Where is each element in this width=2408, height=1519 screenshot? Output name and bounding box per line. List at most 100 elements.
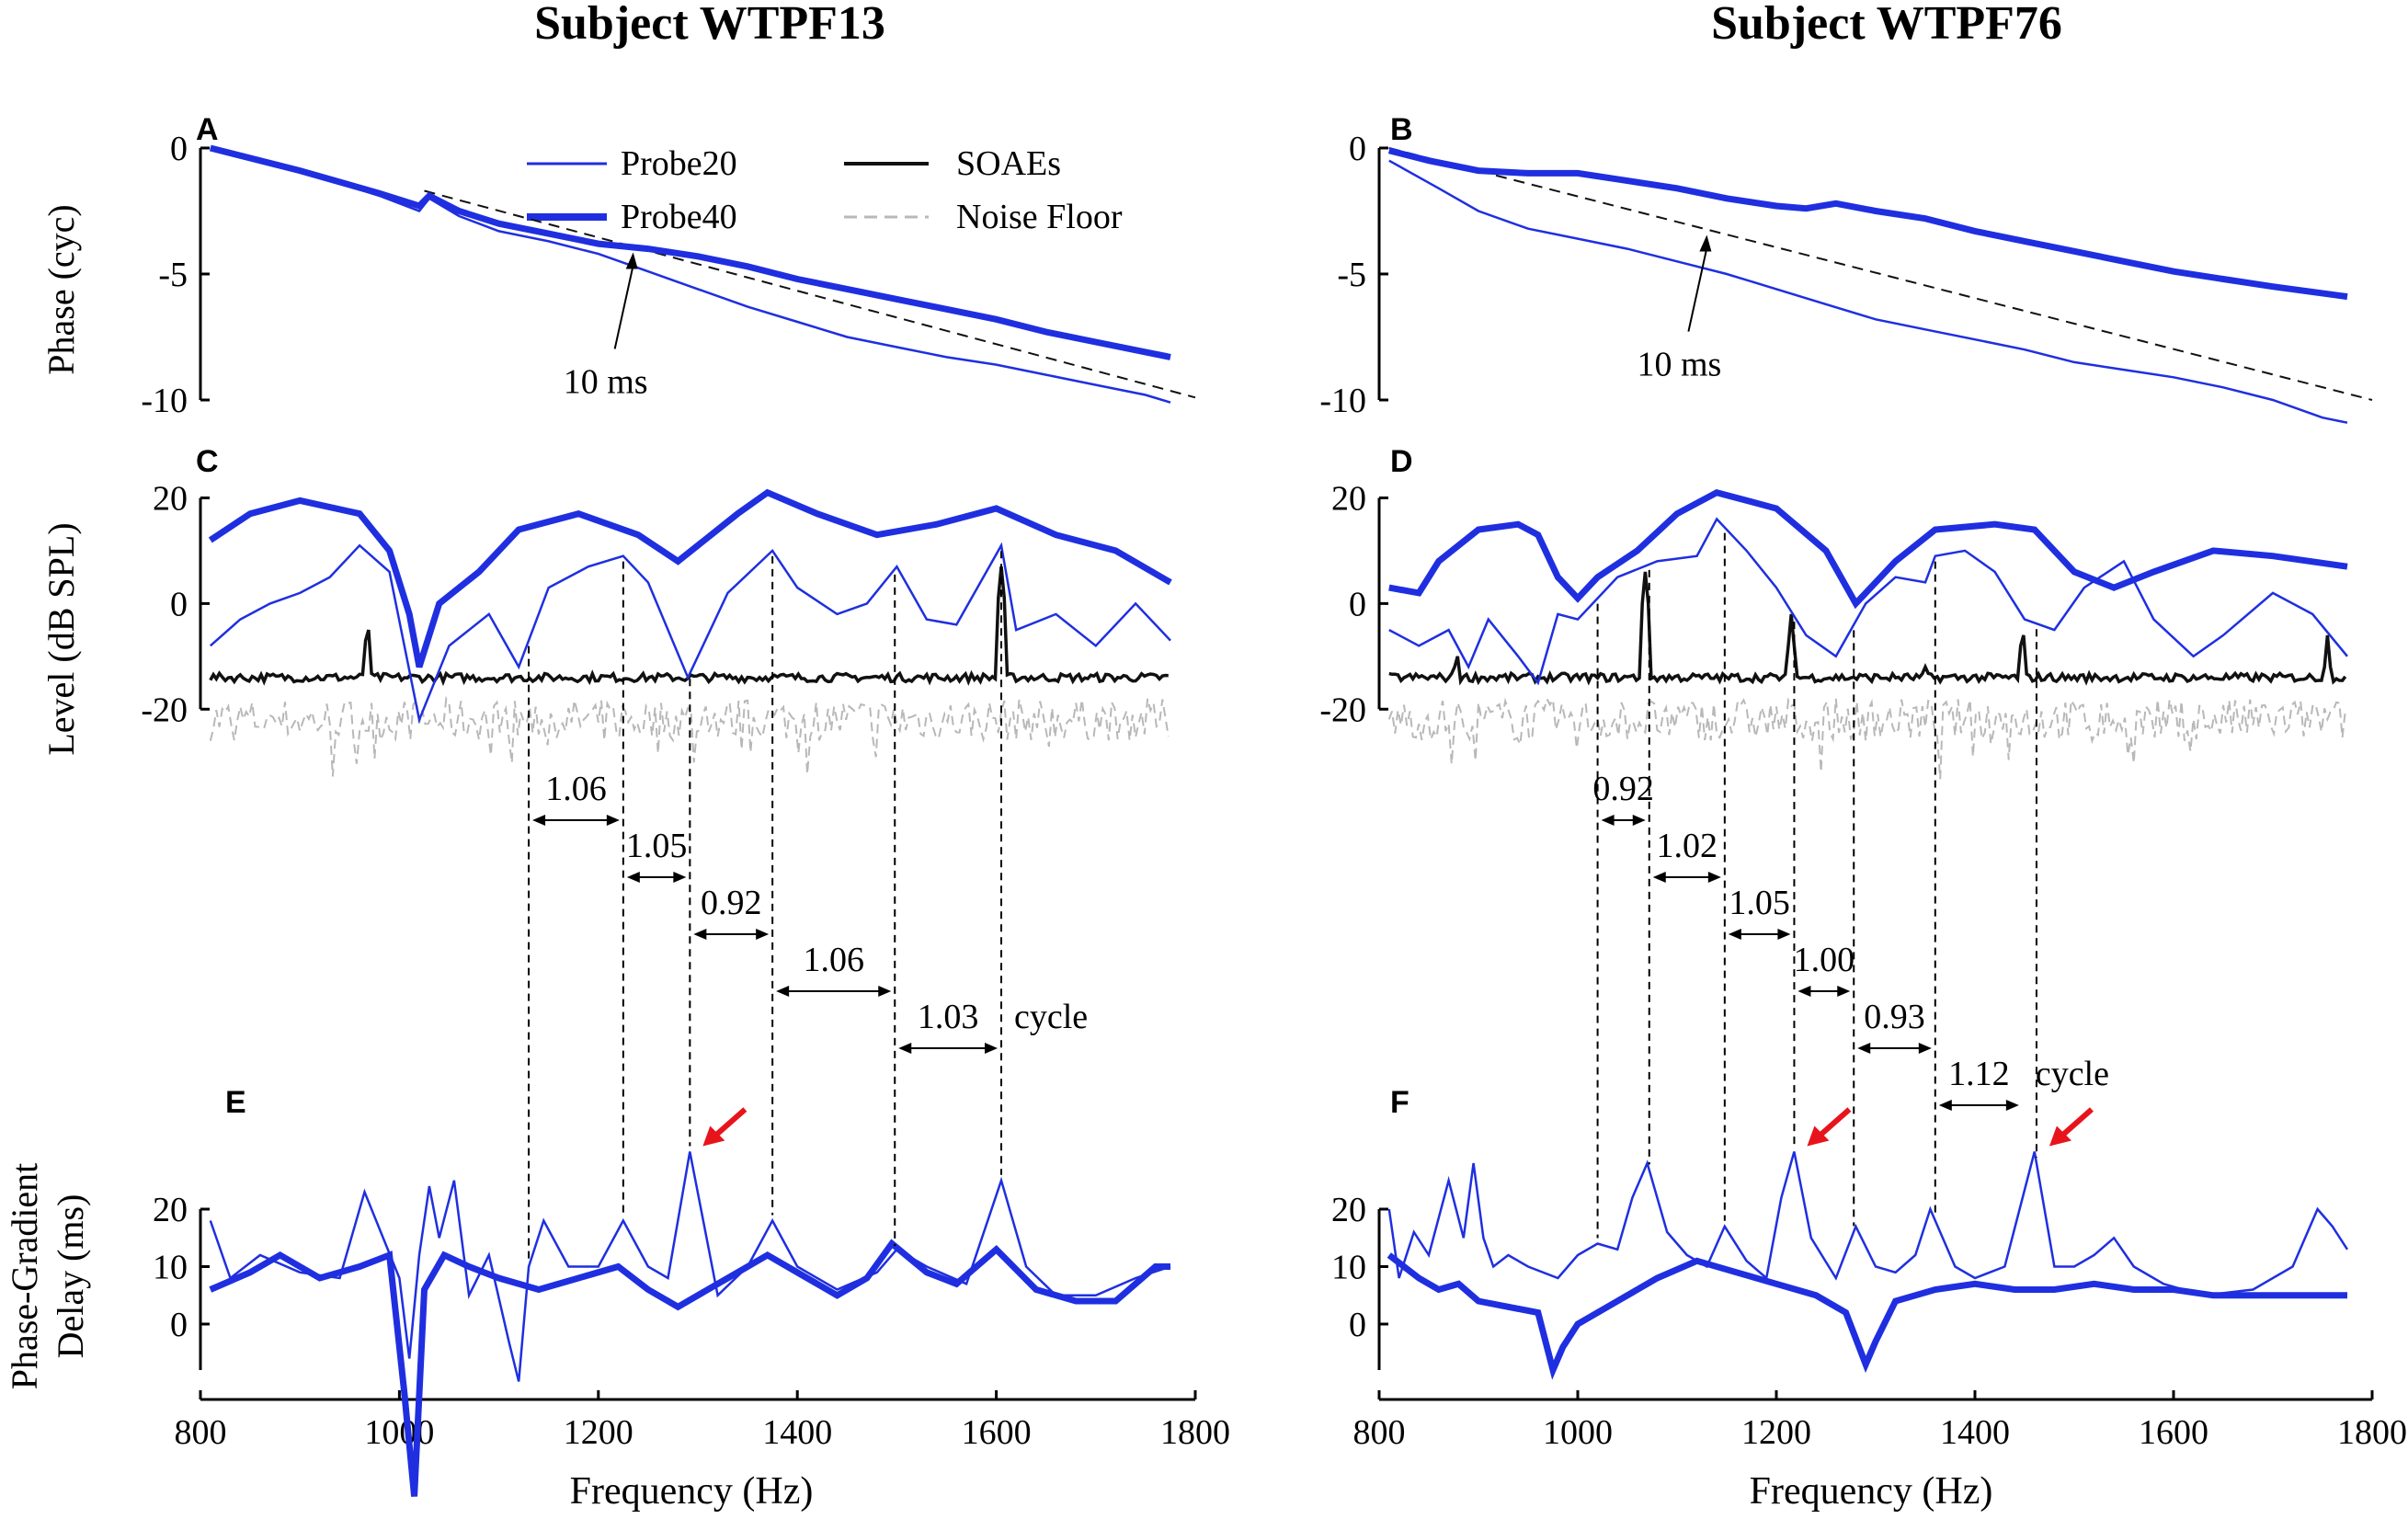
phase-y-tick-label-right: -5: [1337, 256, 1366, 294]
delay-probe20-line-right: [1387, 1151, 2349, 1297]
x-tick-label-left: 1600: [962, 1413, 1032, 1452]
delay-ylabel-1: Phase-Gradient: [4, 1163, 45, 1390]
red-arrow-shaft-right: [1816, 1107, 1852, 1139]
level-noise-floor-left: [209, 695, 1170, 777]
phase-10ms-label-right: 10 ms: [1637, 346, 1721, 384]
spacing-arrow-head-r-right: [1777, 929, 1791, 940]
spacing-value-label-left: 1.06: [545, 770, 607, 808]
legend-soae-label: SOAEs: [956, 144, 1061, 183]
phase-y-tick-label-left: -5: [158, 256, 188, 294]
delay-y-tick-label-right: 20: [1331, 1191, 1366, 1229]
x-tick-label-right: 1200: [1741, 1413, 1811, 1452]
spacing-arrow-head-l-left: [532, 815, 546, 826]
spacing-arrow-head-r-right: [1837, 986, 1851, 997]
x-tick-label-left: 1200: [564, 1413, 633, 1452]
delay-y-tick-label-left: 20: [153, 1191, 188, 1229]
phase-10ms-label-left: 10 ms: [564, 362, 648, 401]
spacing-value-label-right: 1.12: [1948, 1055, 2010, 1093]
delay-probe40-line-right: [1387, 1252, 2347, 1380]
x-tick-label-right: 1000: [1543, 1413, 1613, 1452]
legend: Probe20 Probe40 SOAEs Noise Floor: [527, 144, 1123, 236]
legend-probe40-label: Probe40: [621, 198, 737, 236]
panel-letter-b: B: [1390, 112, 1413, 147]
legend-probe20-label: Probe20: [621, 144, 737, 183]
phase-arrow-shaft-right: [1687, 247, 1708, 332]
spacing-arrow-head-l-left: [626, 872, 640, 883]
x-tick-label-left: 1400: [762, 1413, 832, 1452]
delay-y-tick-label-left: 10: [153, 1249, 188, 1287]
phase-probe20-line-right: [1388, 159, 2348, 424]
spacing-arrow-head-l-left: [776, 986, 790, 997]
spacing-value-label-right: 1.00: [1794, 941, 1855, 979]
level-y-tick-label-right: 0: [1349, 585, 1366, 623]
panel-letter-f: F: [1390, 1085, 1409, 1120]
xlabel-left: Frequency (Hz): [570, 1470, 814, 1513]
spacing-value-label-right: 0.93: [1864, 998, 1925, 1036]
spacing-arrow-head-l-left: [898, 1043, 912, 1054]
spacing-arrow-head-l-right: [1652, 872, 1666, 883]
x-tick-label-right: 1800: [2337, 1413, 2407, 1452]
spacing-arrow-head-l-left: [693, 929, 707, 940]
spacing-cycle-label-right: cycle: [2036, 1055, 2109, 1093]
spacing-arrow-head-l-right: [1601, 815, 1615, 826]
level-probe20-line-left: [209, 542, 1171, 725]
level-y-tick-label-left: 0: [170, 585, 188, 623]
delay-y-tick-label-right: 10: [1331, 1249, 1366, 1287]
panel-letter-e: E: [225, 1085, 246, 1120]
spacing-value-label-right: 0.92: [1592, 770, 1654, 808]
spacing-arrow-head-l-right: [1728, 929, 1741, 940]
phase-reference-10ms-left: [424, 189, 1196, 399]
level-soae-line-right: [1388, 571, 2347, 686]
red-arrow-head-right: [2049, 1125, 2071, 1147]
spacing-arrow-head-r-left: [673, 872, 687, 883]
phase-arrow-shaft-left: [613, 265, 634, 349]
spacing-value-label-left: 0.92: [701, 884, 762, 922]
level-y-tick-label-left: -20: [141, 691, 188, 729]
phase-arrow-head-right: [1699, 234, 1712, 252]
level-y-tick-label-left: 20: [153, 479, 188, 518]
phase-arrow-head-left: [625, 252, 638, 269]
red-arrow-head-left: [702, 1125, 725, 1147]
spacing-arrow-head-l-right: [1938, 1100, 1952, 1111]
level-probe20-line-right: [1388, 517, 2348, 686]
x-tick-label-right: 1400: [1940, 1413, 2010, 1452]
x-tick-label-right: 800: [1353, 1413, 1406, 1452]
spacing-arrow-head-r-right: [1918, 1043, 1932, 1054]
spacing-arrow-head-r-left: [606, 815, 620, 826]
phase-probe40-line-left: [209, 144, 1171, 360]
level-soae-line-left: [209, 566, 1169, 687]
phase-y-tick-label-left: -10: [141, 382, 188, 420]
delay-y-tick-label-right: 0: [1349, 1306, 1366, 1344]
delay-y-tick-label-left: 0: [170, 1306, 188, 1344]
spacing-value-label-left: 1.06: [803, 941, 864, 979]
spacing-arrow-head-r-left: [878, 986, 892, 997]
title-left: Subject WTPF13: [534, 0, 885, 50]
spacing-cycle-label-left: cycle: [1014, 998, 1088, 1036]
phase-y-tick-label-left: 0: [170, 130, 188, 168]
level-probe40-line-right: [1388, 488, 2348, 610]
phase-reference-10ms-right: [1388, 147, 2373, 401]
delay-ylabel-2: Delay (ms): [50, 1194, 91, 1359]
level-y-tick-label-right: -20: [1319, 691, 1366, 729]
title-right: Subject WTPF76: [1711, 0, 2062, 50]
x-tick-label-left: 800: [175, 1413, 227, 1452]
spacing-value-label-left: 1.05: [626, 827, 688, 865]
phase-probe40-line-right: [1387, 147, 2348, 301]
phase-y-tick-label-right: -10: [1319, 382, 1366, 420]
spacing-value-label-right: 1.02: [1657, 827, 1718, 865]
red-arrow-head-right: [1807, 1125, 1830, 1147]
level-noise-floor-right: [1387, 696, 2346, 780]
spacing-value-label-right: 1.05: [1729, 884, 1790, 922]
subject-right: 0 -5 -10 20 0 -20 20 10 0 800 1000 1200 1400 1600 1800…: [1319, 130, 2407, 1452]
level-ylabel: Level (dB SPL): [40, 522, 82, 755]
phase-y-tick-label-right: 0: [1349, 130, 1366, 168]
spacing-value-label-left: 1.03: [918, 998, 979, 1036]
phase-ylabel: Phase (cyc): [40, 204, 82, 374]
spacing-arrow-head-r-left: [985, 1043, 999, 1054]
level-y-tick-label-right: 20: [1331, 479, 1366, 518]
x-tick-label-right: 1600: [2139, 1413, 2208, 1452]
panel-letter-a: A: [196, 112, 219, 147]
spacing-arrow-head-r-right: [1632, 815, 1646, 826]
